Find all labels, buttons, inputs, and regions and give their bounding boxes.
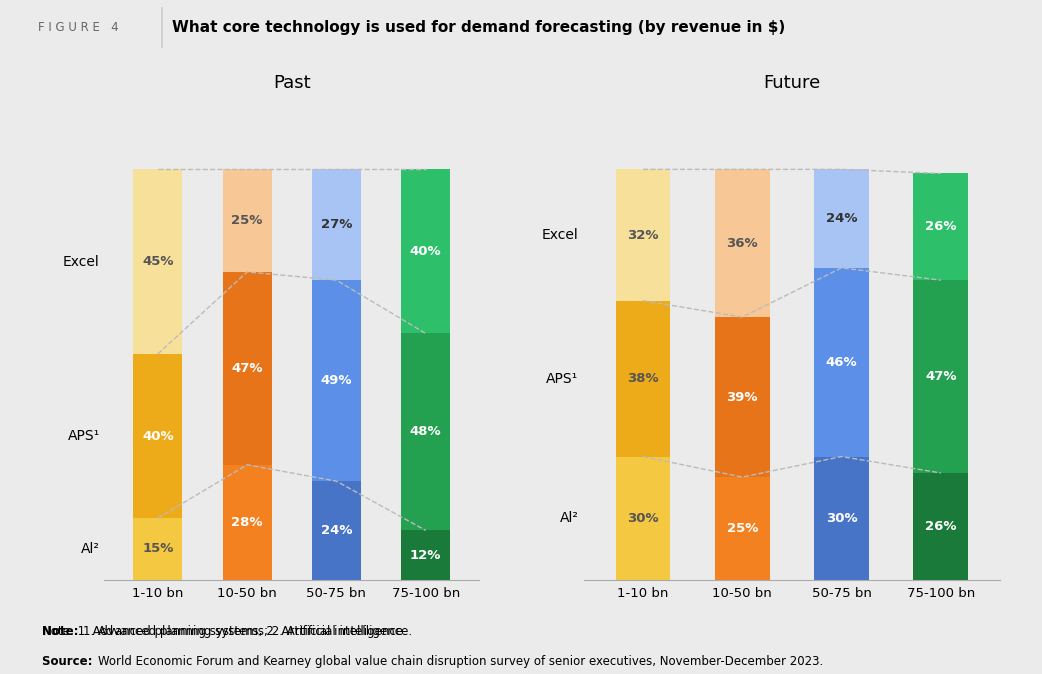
Text: 40%: 40% — [410, 245, 442, 258]
Text: 47%: 47% — [925, 370, 957, 383]
Text: What core technology is used for demand forecasting (by revenue in $): What core technology is used for demand … — [172, 20, 786, 35]
Text: 1. Advanced planning systems; 2. Artificial intelligence.: 1. Advanced planning systems; 2. Artific… — [82, 625, 412, 638]
Bar — [401, 169, 450, 334]
Bar — [814, 169, 869, 268]
Text: 28%: 28% — [231, 516, 263, 528]
Text: 49%: 49% — [321, 374, 352, 387]
Bar — [133, 354, 182, 518]
Bar — [223, 465, 272, 580]
Text: F I G U R E   4: F I G U R E 4 — [38, 21, 119, 34]
Text: APS¹: APS¹ — [546, 371, 578, 386]
Bar — [715, 317, 770, 477]
Text: 40%: 40% — [142, 429, 174, 443]
Bar — [616, 456, 670, 580]
Text: World Economic Forum and Kearney global value chain disruption survey of senior : World Economic Forum and Kearney global … — [99, 655, 824, 669]
Text: APS¹: APS¹ — [68, 429, 100, 443]
Text: Source:: Source: — [42, 655, 96, 669]
Text: Note:: Note: — [42, 625, 82, 638]
Text: Excel: Excel — [63, 255, 100, 269]
Text: 24%: 24% — [321, 524, 352, 537]
Text: 25%: 25% — [231, 214, 263, 227]
Text: 26%: 26% — [925, 220, 957, 233]
Bar — [133, 518, 182, 580]
Bar — [814, 268, 869, 456]
Bar — [616, 301, 670, 456]
Text: 46%: 46% — [825, 356, 858, 369]
Bar — [312, 280, 361, 481]
Text: 36%: 36% — [726, 237, 759, 250]
Text: 45%: 45% — [142, 255, 174, 268]
Text: 47%: 47% — [231, 362, 263, 375]
Bar — [914, 473, 968, 580]
Bar — [814, 456, 869, 580]
Bar — [312, 481, 361, 580]
Bar — [715, 169, 770, 317]
Text: 38%: 38% — [627, 372, 659, 385]
Bar — [401, 334, 450, 530]
Bar — [223, 272, 272, 465]
Text: 24%: 24% — [826, 212, 858, 225]
Text: 32%: 32% — [627, 228, 659, 241]
Text: 15%: 15% — [142, 543, 173, 555]
Bar — [401, 530, 450, 580]
Text: 25%: 25% — [726, 522, 758, 535]
Text: 39%: 39% — [726, 390, 758, 404]
Title: Past: Past — [273, 74, 311, 92]
Text: Al²: Al² — [560, 511, 578, 525]
Bar — [223, 169, 272, 272]
Bar — [616, 169, 670, 301]
Text: 26%: 26% — [925, 520, 957, 533]
Text: Excel: Excel — [542, 228, 578, 242]
Bar — [914, 173, 968, 280]
Text: 12%: 12% — [411, 549, 442, 561]
Text: Al²: Al² — [81, 542, 100, 556]
Text: Note: 1. Advanced planning systems; 2. Artificial intelligence.: Note: 1. Advanced planning systems; 2. A… — [42, 625, 406, 638]
Text: 48%: 48% — [410, 425, 442, 439]
Bar — [914, 280, 968, 473]
Text: 30%: 30% — [825, 512, 858, 524]
Bar — [715, 477, 770, 580]
Title: Future: Future — [764, 74, 820, 92]
Text: 27%: 27% — [321, 218, 352, 231]
Text: 30%: 30% — [627, 512, 659, 524]
Bar — [133, 169, 182, 354]
Bar — [312, 169, 361, 280]
